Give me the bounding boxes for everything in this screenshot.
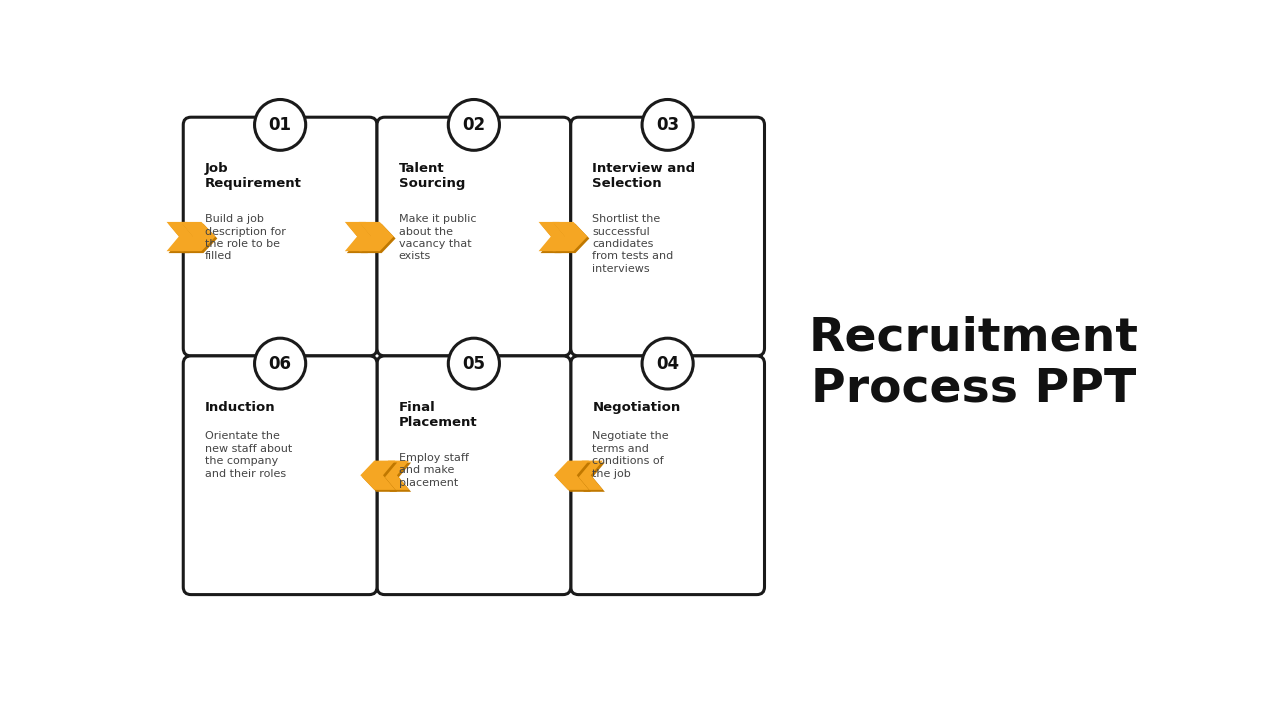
Polygon shape	[540, 224, 576, 253]
Polygon shape	[554, 461, 589, 490]
Text: 05: 05	[462, 354, 485, 373]
Text: Negotiation: Negotiation	[593, 400, 681, 413]
Circle shape	[643, 99, 694, 150]
Polygon shape	[556, 462, 591, 492]
Polygon shape	[568, 461, 603, 490]
Circle shape	[448, 99, 499, 150]
Text: 04: 04	[657, 354, 680, 373]
Polygon shape	[374, 461, 410, 490]
Text: Interview and
Selection: Interview and Selection	[593, 162, 695, 190]
Text: Induction: Induction	[205, 400, 275, 413]
Text: Build a job
description for
the role to be
filled: Build a job description for the role to …	[205, 215, 285, 261]
Polygon shape	[539, 222, 573, 251]
Text: Negotiate the
terms and
conditions of
the job: Negotiate the terms and conditions of th…	[593, 431, 669, 479]
Text: Employ staff
and make
placement: Employ staff and make placement	[398, 453, 468, 487]
Polygon shape	[361, 224, 396, 253]
Polygon shape	[344, 222, 380, 251]
Polygon shape	[361, 461, 396, 490]
Polygon shape	[180, 222, 215, 251]
Polygon shape	[553, 222, 588, 251]
FancyBboxPatch shape	[183, 356, 378, 595]
Text: 06: 06	[269, 354, 292, 373]
Text: 02: 02	[462, 116, 485, 134]
Polygon shape	[376, 462, 411, 492]
FancyBboxPatch shape	[183, 117, 378, 356]
Polygon shape	[362, 462, 397, 492]
Circle shape	[255, 338, 306, 389]
Text: Final
Placement: Final Placement	[398, 400, 477, 429]
Text: Recruitment
Process PPT: Recruitment Process PPT	[809, 316, 1139, 411]
Circle shape	[643, 338, 694, 389]
Text: Orientate the
new staff about
the company
and their roles: Orientate the new staff about the compan…	[205, 431, 292, 479]
Polygon shape	[358, 222, 394, 251]
Polygon shape	[570, 462, 605, 492]
Text: Job
Requirement: Job Requirement	[205, 162, 302, 190]
FancyBboxPatch shape	[378, 117, 571, 356]
Text: 01: 01	[269, 116, 292, 134]
Circle shape	[255, 99, 306, 150]
Circle shape	[448, 338, 499, 389]
Polygon shape	[347, 224, 381, 253]
Polygon shape	[554, 224, 589, 253]
Polygon shape	[166, 222, 201, 251]
Text: 03: 03	[657, 116, 680, 134]
FancyBboxPatch shape	[571, 117, 764, 356]
FancyBboxPatch shape	[571, 356, 764, 595]
Polygon shape	[169, 224, 204, 253]
Polygon shape	[183, 224, 218, 253]
Text: Shortlist the
successful
candidates
from tests and
interviews: Shortlist the successful candidates from…	[593, 215, 673, 274]
FancyBboxPatch shape	[378, 356, 571, 595]
Text: Talent
Sourcing: Talent Sourcing	[398, 162, 465, 190]
Text: Make it public
about the
vacancy that
exists: Make it public about the vacancy that ex…	[398, 215, 476, 261]
